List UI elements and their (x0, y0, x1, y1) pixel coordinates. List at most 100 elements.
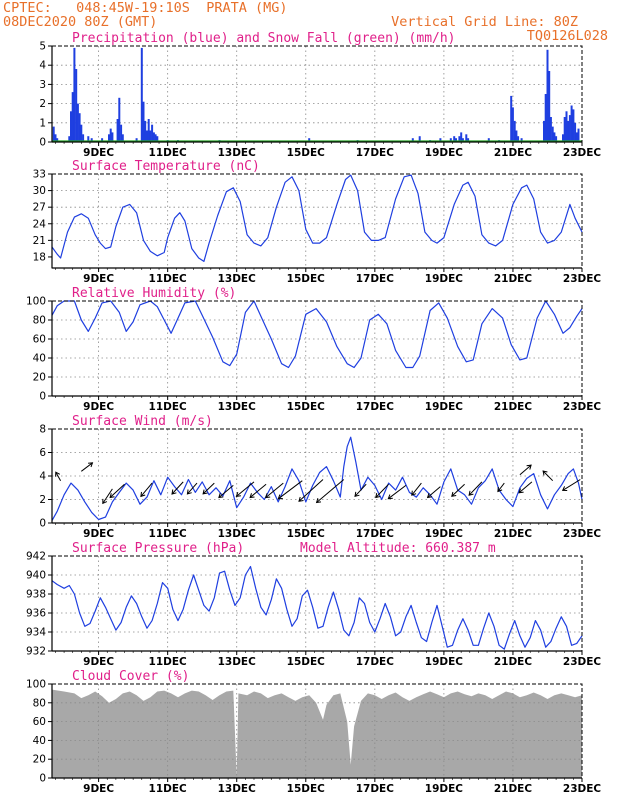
panel-title: Precipitation (blue) and Snow Fall (gree… (72, 31, 456, 46)
precip-bar (149, 130, 152, 142)
y-tick-label: 80 (33, 697, 46, 709)
panel-title: Surface Pressure (hPa) (72, 541, 244, 556)
precip-bar (116, 119, 119, 142)
precip-bar (555, 136, 558, 142)
panel-pressure: Surface Pressure (hPa) Model Altitude: 66… (26, 541, 601, 668)
precip-bar (308, 138, 311, 142)
precip-bar (467, 138, 470, 142)
wind-arrow-head (387, 494, 393, 500)
precip-bar (121, 134, 124, 142)
precip-bar (548, 71, 551, 142)
panel-subtitle: Model Altitude: 660.387 m (300, 541, 496, 556)
wind-arrow (542, 470, 554, 482)
panel-wind: Surface Wind (m/s) 0 2 4 6 8 9DEC 11DEC 13DEC 15D… (39, 414, 601, 540)
precip-bar (517, 136, 520, 142)
precip-bar (111, 132, 114, 142)
wind-arrow (202, 482, 215, 495)
x-tick-label: 9DEC (83, 147, 114, 159)
precip-bar (52, 126, 55, 142)
precip-bar (76, 103, 79, 142)
y-tick-label: 938 (26, 589, 46, 601)
y-tick-label: 2 (39, 98, 46, 110)
x-tick-label: 15DEC (287, 656, 326, 668)
y-tick-label: 30 (33, 185, 46, 197)
wind-arrow-head (518, 488, 524, 494)
x-tick-label: 13DEC (218, 783, 257, 795)
wind-arrow (218, 485, 234, 498)
wind-arrow-head (186, 489, 192, 495)
y-tick-label: 27 (33, 202, 46, 214)
y-tick-label: 936 (26, 608, 46, 620)
wind-arrow-head (542, 470, 548, 476)
x-tick-label: 15DEC (287, 528, 326, 540)
y-tick-label: 3 (39, 79, 46, 91)
precip-bar (411, 138, 414, 142)
wind-arrow (387, 485, 407, 500)
precip-bar (553, 132, 556, 142)
y-tick-label: 33 (33, 169, 46, 181)
wind-arrow (375, 483, 389, 498)
y-tick-label: 6 (39, 447, 46, 459)
precip-bar (109, 128, 112, 142)
precip-bar (151, 124, 154, 142)
precip-bar (574, 122, 577, 142)
x-tick-label: 13DEC (218, 273, 257, 285)
x-tick-label: 21DEC (494, 783, 533, 795)
plot-frame-top (51, 555, 583, 652)
x-tick-label: 17DEC (356, 273, 395, 285)
wind-arrow-head (426, 493, 433, 499)
x-tick-label: 9DEC (83, 401, 114, 413)
x-tick-label: 23DEC (563, 528, 602, 540)
wind-arrow (519, 464, 532, 476)
y-tick-label: 24 (33, 218, 47, 230)
x-tick-label: 15DEC (287, 273, 326, 285)
precip-bar (570, 105, 573, 142)
plot-frame-top (51, 300, 583, 397)
precip-bar (449, 138, 452, 142)
precip-bar (562, 134, 564, 142)
y-tick-label: 40 (33, 735, 46, 747)
precip-bar (154, 134, 157, 142)
wind-arrow-head (298, 496, 304, 502)
x-tick-label: 17DEC (356, 401, 395, 413)
wind-arrow-head (264, 493, 271, 499)
wind-arrow-head (354, 491, 360, 497)
x-tick-label: 17DEC (356, 528, 395, 540)
x-tick-label: 11DEC (149, 783, 188, 795)
panel-temp: Surface Temperature (nC) 18 21 24 27 30 33 9DEC… (33, 159, 602, 285)
wind-arrow (109, 483, 125, 498)
rh-series-line (51, 300, 583, 369)
pressure-series-line (51, 565, 583, 650)
wind-arrow (140, 482, 153, 497)
precip-bar (577, 128, 580, 142)
header: CPTEC: 048:45W-19:10S PRATA (MG) 08DEC20… (3, 0, 608, 44)
wind-arrow-head (235, 491, 241, 498)
panel-title: Relative Humidity (%) (72, 286, 236, 301)
x-tick-label: 13DEC (218, 528, 257, 540)
wind-arrow-head (102, 498, 108, 505)
wind-arrow-head (526, 464, 532, 470)
precip-bar (144, 120, 147, 142)
wind-arrow (468, 481, 483, 496)
precip-bar (487, 138, 490, 142)
precip-bar (515, 130, 518, 142)
y-tick-label: 934 (26, 627, 46, 639)
precip-bar (142, 101, 145, 142)
precip-bar (73, 47, 76, 142)
wind-arrow (562, 479, 581, 491)
precip-bar (147, 119, 150, 142)
panel-precip: Precipitation (blue) and Snow Fall (gree… (39, 31, 601, 159)
precip-bar (549, 117, 552, 142)
wind-arrow-head (561, 486, 568, 491)
wind-arrow (102, 488, 113, 504)
precip-bar (455, 138, 457, 142)
wind-arrow-head (468, 490, 474, 496)
wind-arrow-head (218, 493, 224, 499)
y-tick-label: 18 (33, 251, 46, 263)
wind-arrow-head (497, 486, 503, 493)
precip-bar (511, 107, 514, 142)
x-tick-label: 11DEC (149, 401, 188, 413)
precip-bar (152, 132, 155, 142)
precip-bar (458, 136, 461, 142)
